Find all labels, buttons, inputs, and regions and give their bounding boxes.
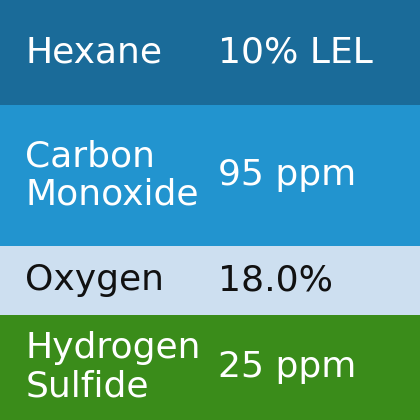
Text: Carbon
Monoxide: Carbon Monoxide: [25, 139, 199, 211]
Text: Hexane: Hexane: [25, 36, 162, 69]
Text: Oxygen: Oxygen: [25, 263, 164, 297]
Bar: [0, 246, 420, 315]
Bar: [0, 315, 420, 420]
Text: 10% LEL: 10% LEL: [218, 36, 373, 69]
Bar: [0, 105, 420, 246]
Text: 95 ppm: 95 ppm: [218, 158, 357, 192]
Text: 18.0%: 18.0%: [218, 263, 333, 297]
Text: 25 ppm: 25 ppm: [218, 351, 357, 384]
Bar: [0, 0, 420, 105]
Text: Hydrogen
Sulfide: Hydrogen Sulfide: [25, 331, 201, 404]
